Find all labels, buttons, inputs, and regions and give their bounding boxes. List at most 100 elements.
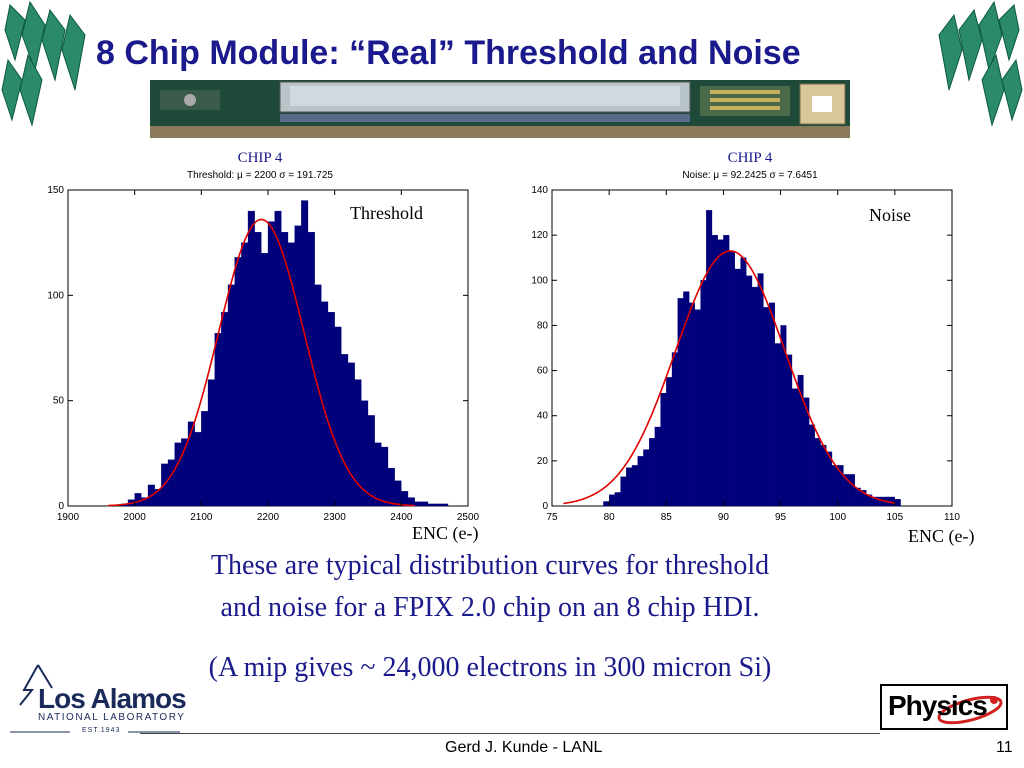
- histogram-bar: [723, 234, 730, 507]
- histogram-bar: [401, 491, 409, 507]
- histogram-bar: [740, 257, 747, 507]
- caption-line-2: and noise for a FPIX 2.0 chip on an 8 ch…: [220, 592, 760, 623]
- y-tick-label: 150: [47, 185, 64, 196]
- histogram-bar: [648, 438, 656, 507]
- lanl-logo-name: Los Alamos: [38, 683, 187, 714]
- x-tick-label: 2400: [390, 512, 413, 523]
- histogram-bar: [347, 362, 355, 507]
- y-tick-label: 0: [58, 501, 64, 512]
- noise-chart: CHIP 4 Noise: μ = 92.2425 σ = 7.6451 75 8…: [510, 148, 990, 548]
- histogram-bar: [294, 225, 302, 507]
- threshold-chart-tag: Threshold: [350, 203, 423, 223]
- y-tick-label: 20: [537, 456, 549, 467]
- los-alamos-logo-icon: [10, 664, 180, 733]
- y-tick-label: 80: [537, 320, 549, 331]
- y-tick-label: 0: [542, 501, 548, 512]
- noise-histogram: 75 80 85 90 95 100 105 110 0 20 40 60 80 100 120 140: [531, 185, 960, 523]
- bars: [603, 210, 901, 507]
- histogram-bar: [717, 239, 724, 507]
- histogram-bar: [394, 480, 402, 507]
- caption-line-3: (A mip gives ~ 24,000 electrons in 300 m…: [208, 652, 772, 683]
- histogram-bar: [848, 474, 856, 507]
- histogram-bar: [614, 492, 621, 507]
- right-corner-decoration-icon: [938, 0, 1023, 127]
- histogram-bar: [234, 257, 242, 507]
- lanl-logo-established: EST.1943: [82, 727, 121, 734]
- lanl-logo-subtitle: NATIONAL LABORATORY: [38, 712, 186, 723]
- y-tick-label: 50: [53, 396, 65, 407]
- histogram-bar: [281, 231, 289, 507]
- histogram-bar: [791, 388, 798, 507]
- histogram-bar: [666, 377, 673, 507]
- histogram-bar: [187, 421, 195, 507]
- histogram-bar: [434, 503, 442, 507]
- x-tick-label: 75: [546, 512, 558, 523]
- x-tick-label: 95: [775, 512, 787, 523]
- histogram-bar: [683, 291, 690, 507]
- histogram-bar: [620, 476, 627, 507]
- physics-logo-orbit-icon: [937, 695, 1003, 725]
- y-tick-label: 100: [47, 290, 64, 301]
- histogram-bar: [637, 456, 644, 507]
- histogram-bar: [247, 210, 255, 507]
- histogram-bar: [241, 242, 249, 507]
- histogram-bar: [888, 496, 896, 507]
- gaussian-fit-line: [107, 218, 415, 507]
- footer-divider: [140, 733, 880, 734]
- x-tick-label: 105: [887, 512, 904, 523]
- histogram-bar: [387, 467, 395, 507]
- threshold-chart-header: CHIP 4: [237, 150, 283, 166]
- histogram-bar: [654, 426, 661, 507]
- histogram-bar: [254, 231, 262, 507]
- y-tick-label: 60: [537, 366, 549, 377]
- histogram-bar: [334, 326, 342, 507]
- histogram-bar: [626, 467, 633, 507]
- histogram-bar: [711, 234, 718, 507]
- histogram-bar: [261, 253, 269, 507]
- y-tick-label: 100: [531, 275, 548, 286]
- histogram-bar: [134, 493, 142, 507]
- histogram-bar: [374, 442, 382, 507]
- histogram-bar: [414, 501, 422, 507]
- histogram-bar: [814, 438, 821, 507]
- x-tick-label: 2000: [124, 512, 147, 523]
- module-board-photo-icon: [150, 80, 850, 138]
- threshold-histogram: 1900 2000 2100 2200 2300 2400 2500 0 50 100 150: [47, 185, 479, 523]
- noise-xlabel: ENC (e-): [908, 526, 975, 546]
- histogram-bar: [660, 392, 667, 507]
- x-tick-label: 2300: [324, 512, 347, 523]
- histogram-bar: [608, 494, 616, 507]
- histogram-bar: [174, 442, 182, 507]
- page-number: 11: [996, 739, 1013, 756]
- histogram-bar: [746, 275, 753, 507]
- noise-chart-header: CHIP 4: [727, 150, 773, 166]
- histogram-bar: [301, 200, 309, 507]
- y-tick-label: 120: [531, 230, 548, 241]
- threshold-chart: CHIP 4 Threshold: μ = 2200 σ = 191.725 1…: [20, 148, 500, 548]
- histogram-bar: [808, 424, 816, 507]
- physics-logo: Physics: [880, 684, 1008, 730]
- physics-logo-text: Physics: [888, 690, 988, 721]
- histogram-bar: [167, 459, 175, 507]
- histogram-bar: [820, 444, 827, 507]
- y-tick-label: 40: [537, 411, 549, 422]
- histogram-bar: [631, 465, 638, 507]
- histogram-bar: [603, 501, 610, 507]
- histogram-bar: [267, 221, 275, 507]
- histogram-bar: [694, 309, 701, 507]
- histogram-bar: [757, 273, 764, 507]
- histogram-bar: [421, 501, 429, 507]
- histogram-bar: [427, 503, 435, 507]
- histogram-bar: [381, 446, 389, 507]
- footer-author: Gerd J. Kunde - LANL: [445, 739, 603, 756]
- histogram-bar: [671, 352, 678, 507]
- histogram-bar: [441, 503, 449, 507]
- histogram-bar: [201, 411, 209, 507]
- histogram-bar: [194, 432, 202, 507]
- threshold-chart-subtitle: Threshold: μ = 2200 σ = 191.725: [187, 170, 333, 181]
- y-tick-label: 140: [531, 185, 548, 196]
- x-tick-label: 90: [718, 512, 730, 523]
- left-corner-decoration-icon: [1, 0, 86, 127]
- histogram-bar: [688, 302, 696, 507]
- x-tick-label: 80: [604, 512, 616, 523]
